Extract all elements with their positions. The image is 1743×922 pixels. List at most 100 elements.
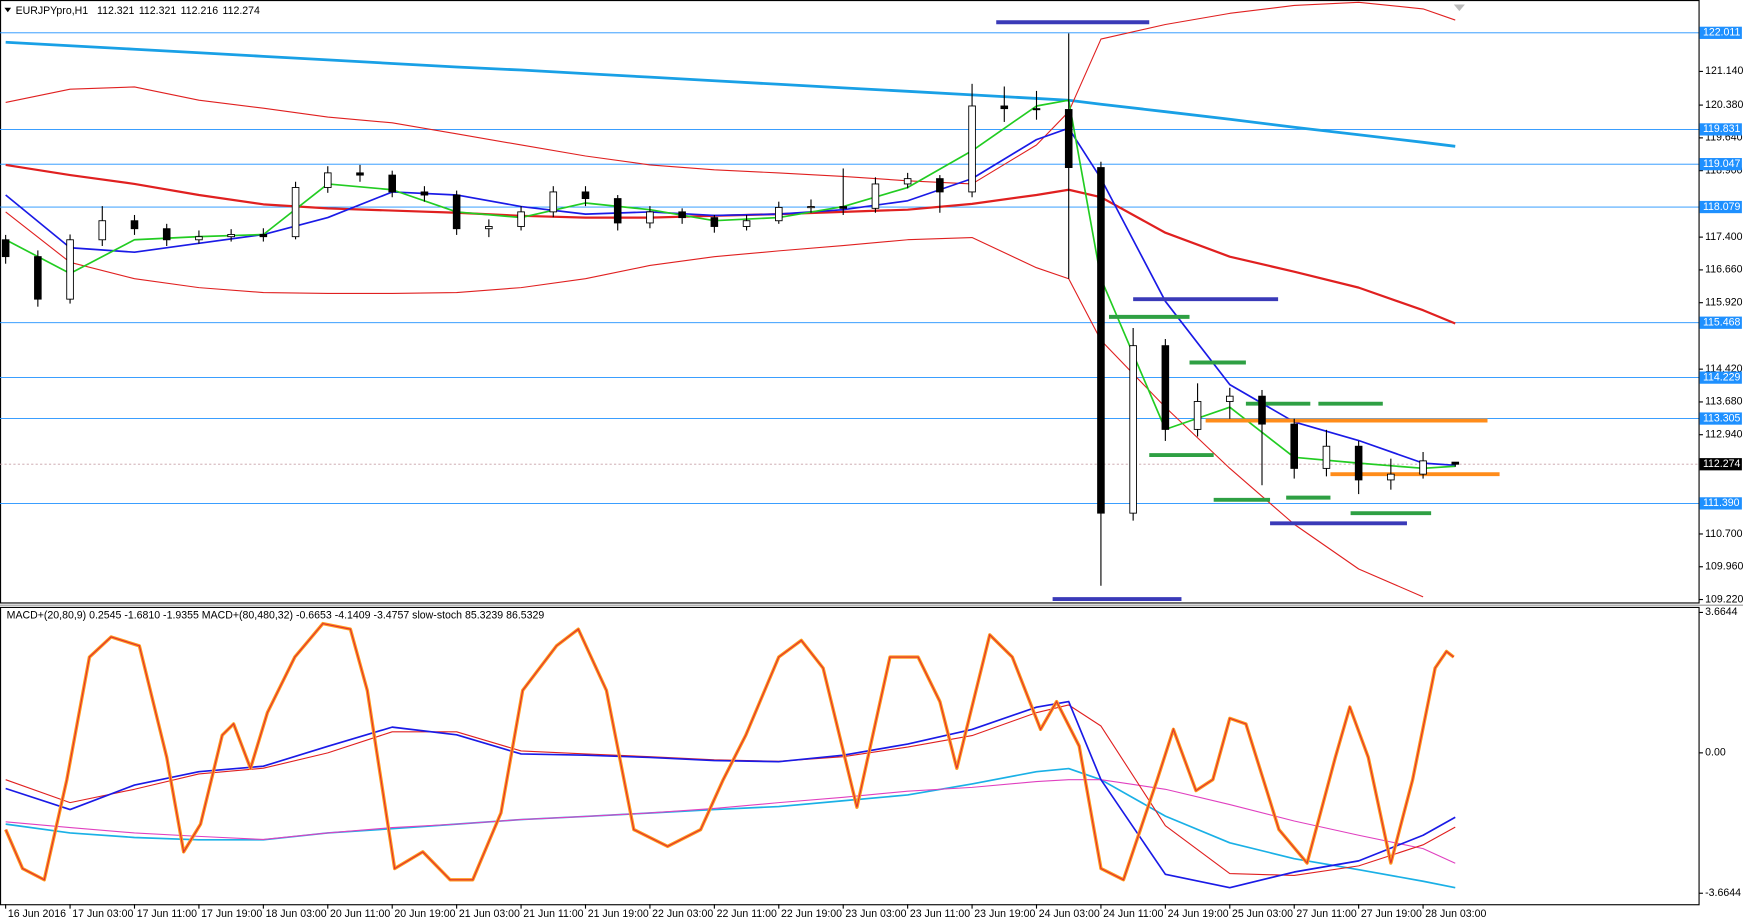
y-tick-label: 117.400 xyxy=(1705,231,1743,243)
x-tick-label: 21 Jun 19:00 xyxy=(588,908,649,920)
indicator-line xyxy=(5,779,1456,864)
candle-body xyxy=(98,220,107,241)
candle-body xyxy=(452,194,461,230)
x-tick-label: 20 Jun 19:00 xyxy=(394,908,455,920)
candle-body xyxy=(807,206,815,209)
candle-body xyxy=(968,105,976,193)
candle-body xyxy=(1226,395,1234,402)
y-tick-label: 120.380 xyxy=(1705,99,1743,111)
indicator-panel xyxy=(0,606,1700,906)
header-value: 112.274 xyxy=(223,5,261,17)
price-label-box xyxy=(1699,158,1742,171)
x-tick-label: 23 Jun 19:00 xyxy=(974,908,1035,920)
candle-body xyxy=(1097,167,1105,514)
candle-body xyxy=(1193,401,1202,430)
candle-body xyxy=(227,234,235,238)
candle-body xyxy=(678,211,686,219)
x-tick-label: 25 Jun 03:00 xyxy=(1232,908,1293,920)
price-label: 111.390 xyxy=(1703,497,1740,509)
candle-body xyxy=(646,211,654,224)
price-label: 122.011 xyxy=(1703,27,1741,39)
price-label: 113.305 xyxy=(1703,412,1741,424)
y-tick-label: 0.00 xyxy=(1705,747,1726,759)
x-tick-label: 23 Jun 11:00 xyxy=(910,908,970,920)
candle-body xyxy=(1322,445,1331,469)
y-tick-label: 116.660 xyxy=(1705,264,1743,276)
y-tick-label: 110.700 xyxy=(1705,528,1743,540)
candle-body xyxy=(517,211,525,227)
price-label-box xyxy=(1699,458,1742,471)
candle-body xyxy=(388,174,396,193)
x-tick-label: 24 Jun 19:00 xyxy=(1168,908,1229,920)
candle-body xyxy=(1129,345,1137,514)
y-tick-label: 112.940 xyxy=(1705,429,1743,441)
indicator-line xyxy=(5,40,1456,148)
candle-body xyxy=(871,183,880,209)
y-tick-label: 113.680 xyxy=(1705,396,1743,408)
x-tick-label: 22 Jun 19:00 xyxy=(781,908,842,920)
y-tick-label: 115.920 xyxy=(1705,296,1743,308)
shift-marker xyxy=(1453,4,1465,12)
indicator-line xyxy=(5,700,1456,889)
price-label-box xyxy=(1699,200,1742,214)
indicator-title: MACD+(20,80,9) 0.2545 -1.6810 -1.9355 MA… xyxy=(7,610,545,622)
candle-body xyxy=(1419,460,1427,475)
candle-body xyxy=(710,217,719,227)
x-tick-label: 21 Jun 11:00 xyxy=(523,908,583,920)
x-tick-label: 17 Jun 19:00 xyxy=(201,908,262,920)
candle-body xyxy=(1354,445,1363,481)
candle-body xyxy=(936,178,944,193)
price-label: 115.468 xyxy=(1703,317,1741,329)
candle-body xyxy=(1064,109,1073,169)
candle-body xyxy=(259,234,268,238)
price-label-box xyxy=(1699,316,1742,329)
price-label: 119.831 xyxy=(1703,123,1741,135)
price-label: 114.229 xyxy=(1703,371,1741,383)
header-value: 112.321 xyxy=(97,5,135,17)
price-label-box xyxy=(1699,371,1742,384)
y-tick-label: 121.140 xyxy=(1705,65,1743,77)
header-value: 112.216 xyxy=(181,5,219,17)
candle-body xyxy=(1,239,10,258)
x-tick-label: 27 Jun 11:00 xyxy=(1296,908,1356,920)
price-label-box xyxy=(1699,123,1742,136)
y-tick-label: 109.960 xyxy=(1705,561,1743,573)
candle-body xyxy=(1451,461,1460,465)
candle-body xyxy=(1258,395,1266,425)
candle-body xyxy=(581,191,590,200)
x-tick-label: 22 Jun 03:00 xyxy=(652,908,713,920)
x-tick-label: 28 Jun 03:00 xyxy=(1425,908,1486,920)
price-label: 119.047 xyxy=(1703,158,1741,170)
indicator-line-inner xyxy=(5,622,1455,881)
x-tick-label: 20 Jun 11:00 xyxy=(330,908,390,920)
y-tick-label: -3.6644 xyxy=(1705,887,1741,899)
price-label-box xyxy=(1699,26,1742,39)
x-tick-label: 24 Jun 11:00 xyxy=(1103,908,1163,920)
candle-body xyxy=(1032,108,1041,111)
chart-header: EURJPYpro,H1 112.321 112.321 112.216 112.274 xyxy=(16,5,260,17)
candle-body xyxy=(420,191,429,196)
x-tick-label: 22 Jun 11:00 xyxy=(717,908,777,920)
symbol-title: EURJPYpro,H1 xyxy=(16,5,89,17)
indicator-line xyxy=(5,211,1424,598)
x-tick-label: 17 Jun 11:00 xyxy=(137,908,197,920)
candle-body xyxy=(162,228,171,241)
x-tick-label: 21 Jun 03:00 xyxy=(459,908,520,920)
candle-body xyxy=(324,172,332,188)
menu-triangle[interactable] xyxy=(4,7,12,13)
y-tick-label: 109.220 xyxy=(1705,593,1743,605)
candle-body xyxy=(1161,345,1170,430)
candle-body xyxy=(839,206,847,209)
candle-body xyxy=(903,178,912,185)
header-value: 112.321 xyxy=(139,5,177,17)
candle-body xyxy=(485,226,493,230)
x-tick-label: 16 Jun 2016 xyxy=(8,908,66,920)
candle-body xyxy=(742,220,751,227)
candle-body xyxy=(66,239,74,300)
candle-body xyxy=(1000,105,1009,110)
candle-body xyxy=(130,220,139,230)
